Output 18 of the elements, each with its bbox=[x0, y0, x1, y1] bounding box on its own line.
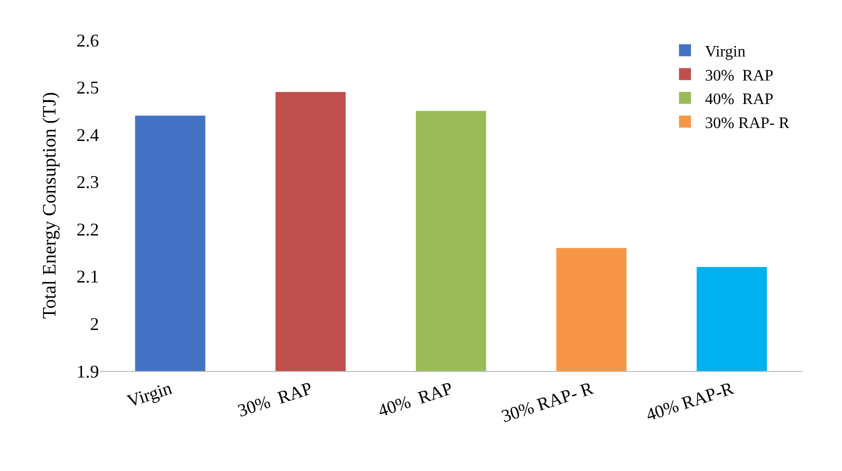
y-tick-label: 2.3 bbox=[76, 172, 99, 192]
legend-label: 30% RAP bbox=[704, 67, 774, 84]
x-tick-label: Virgin bbox=[124, 378, 174, 412]
y-tick-label: 2.1 bbox=[76, 266, 99, 287]
y-tick-label: 1.9 bbox=[76, 361, 99, 382]
y-tick-label: 2.6 bbox=[76, 30, 99, 50]
legend-label: 40% RAP bbox=[704, 91, 774, 108]
legend-label: Virgin bbox=[704, 44, 746, 61]
x-tick-label: 40% RAP bbox=[376, 378, 456, 421]
x-tick-label: 40% RAP-R bbox=[644, 378, 736, 425]
x-tick-label: 30% RAP bbox=[235, 378, 315, 421]
legend-label: 30% RAP- R bbox=[704, 114, 790, 132]
y-tick-label: 2.5 bbox=[76, 78, 99, 98]
y-tick-label: 2 bbox=[90, 314, 99, 334]
y-tick-label: 2.4 bbox=[76, 124, 99, 145]
y-axis-title: Total Energy Consuption (TJ) bbox=[39, 92, 60, 319]
y-tick-label: 2.2 bbox=[76, 219, 99, 240]
x-tick-label: 30% RAP- R bbox=[498, 378, 596, 426]
